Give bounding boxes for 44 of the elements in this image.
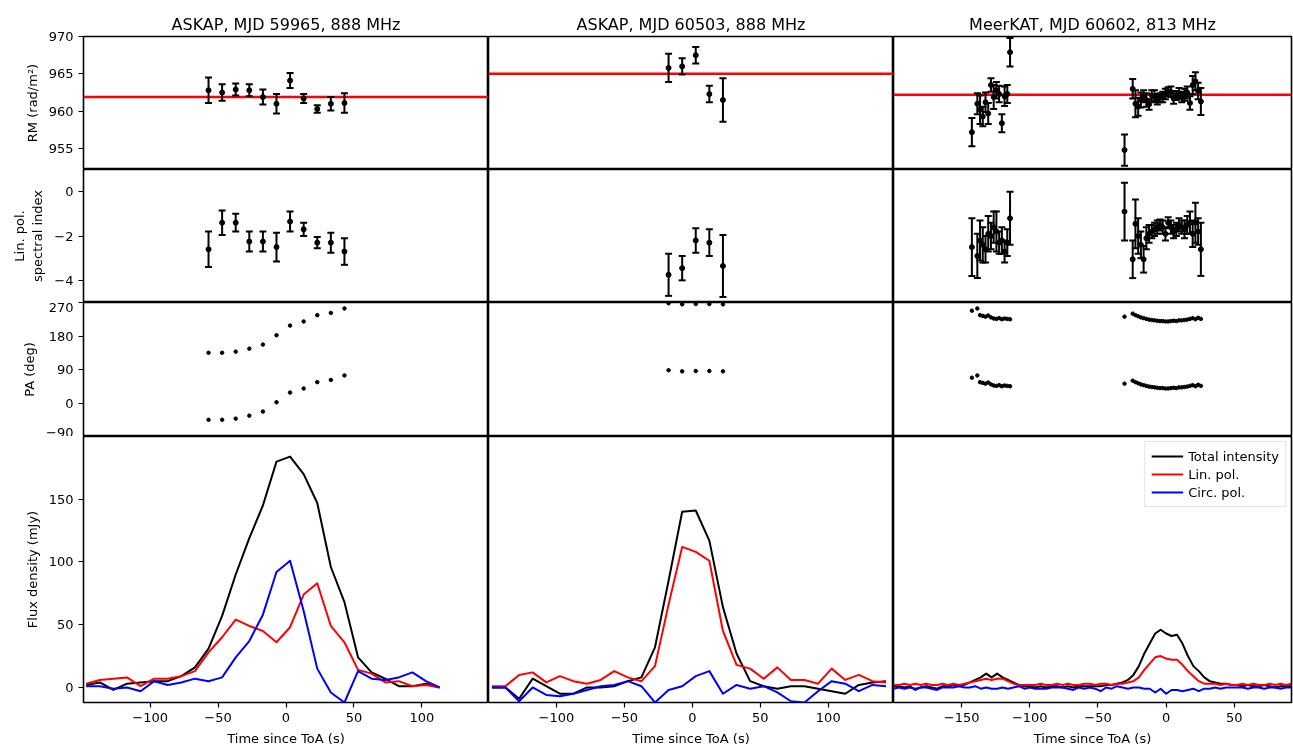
- y-tick-label: 180: [48, 328, 74, 344]
- y-tick-label: 150: [48, 491, 74, 507]
- x-tick-label: 50: [752, 709, 769, 725]
- y-axis-title: Lin. pol. spectral index: [12, 189, 46, 282]
- y-tick-label: −4: [54, 272, 74, 288]
- x-tick-label: 50: [345, 709, 363, 725]
- x-tick-label: 100: [815, 709, 841, 725]
- y-tick-label: 970: [48, 29, 74, 44]
- y-tick-label: 0: [65, 679, 74, 695]
- y-tick-label: −2: [54, 228, 74, 244]
- x-tick-label: −150: [943, 709, 980, 725]
- y-tick-label: 50: [56, 617, 74, 633]
- x-tick-label: −100: [132, 709, 168, 725]
- y-tick-label: 965: [48, 66, 74, 82]
- y-axis-title: PA (deg): [22, 342, 38, 397]
- chart-title: ASKAP, MJD 59965, 888 MHz: [171, 14, 401, 34]
- x-axis-title: Time since ToA (s): [226, 730, 345, 746]
- y-tick-label: 960: [48, 103, 74, 119]
- x-axis-title: Time since ToA (s): [631, 730, 750, 746]
- chart-title: ASKAP, MJD 60503, 888 MHz: [576, 14, 806, 34]
- x-tick-label: 50: [1225, 709, 1243, 725]
- x-tick-label: 0: [688, 709, 697, 725]
- y-tick-label: 100: [48, 554, 74, 570]
- x-tick-label: −50: [204, 709, 232, 725]
- y-tick-label: 270: [48, 299, 74, 315]
- legend-label: Lin. pol.: [1188, 466, 1240, 482]
- x-axis-title: Time since ToA (s): [1032, 730, 1152, 746]
- y-axis-title: Flux density (mJy): [24, 510, 40, 629]
- y-tick-label: 90: [56, 362, 74, 377]
- y-tick-label: 955: [48, 141, 74, 157]
- legend-label: Circ. pol.: [1188, 484, 1246, 500]
- x-tick-label: 0: [1161, 709, 1171, 725]
- x-tick-label: 0: [281, 709, 291, 725]
- x-tick-label: −100: [538, 709, 575, 725]
- y-tick-label: 0: [65, 184, 74, 200]
- y-tick-label: 0: [65, 395, 74, 411]
- y-axis-title: RM (rad/m²): [24, 63, 40, 143]
- x-tick-label: 100: [409, 709, 435, 725]
- chart-title: MeerKAT, MJD 60602, 813 MHz: [969, 14, 1216, 34]
- x-tick-label: −100: [1011, 709, 1048, 725]
- legend-label: Total intensity: [1188, 448, 1279, 464]
- y-tick-label: −90: [46, 424, 74, 440]
- x-tick-label: −50: [610, 709, 639, 725]
- x-tick-label: −50: [1084, 709, 1112, 725]
